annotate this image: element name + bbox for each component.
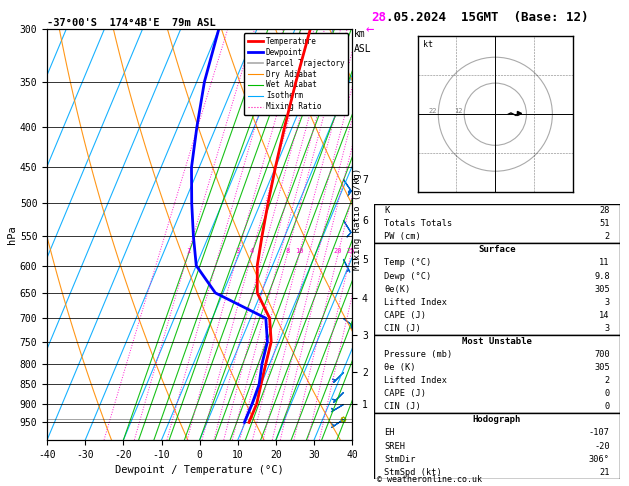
- Text: 3: 3: [236, 248, 240, 254]
- Text: Lifted Index: Lifted Index: [384, 376, 447, 385]
- Text: -20: -20: [594, 441, 610, 451]
- Text: Most Unstable: Most Unstable: [462, 337, 532, 346]
- Text: 8: 8: [285, 248, 289, 254]
- Text: 3: 3: [604, 324, 610, 333]
- X-axis label: Dewpoint / Temperature (°C): Dewpoint / Temperature (°C): [115, 465, 284, 475]
- Text: CAPE (J): CAPE (J): [384, 389, 426, 398]
- Text: 9.8: 9.8: [594, 272, 610, 280]
- Bar: [374, 413, 620, 479]
- Text: LCL: LCL: [407, 414, 423, 423]
- Text: kt: kt: [423, 40, 433, 49]
- Text: 11: 11: [599, 259, 610, 267]
- Text: Lifted Index: Lifted Index: [384, 298, 447, 307]
- Text: 0: 0: [604, 389, 610, 398]
- Text: Pressure (mb): Pressure (mb): [384, 350, 452, 359]
- Text: -107: -107: [589, 429, 610, 437]
- Text: Hodograph: Hodograph: [473, 416, 521, 424]
- Text: SREH: SREH: [384, 441, 405, 451]
- Text: 28: 28: [599, 206, 610, 215]
- Legend: Temperature, Dewpoint, Parcel Trajectory, Dry Adiabat, Wet Adiabat, Isotherm, Mi: Temperature, Dewpoint, Parcel Trajectory…: [244, 33, 348, 115]
- Text: 0: 0: [604, 402, 610, 411]
- Text: 21: 21: [599, 468, 610, 477]
- Text: EH: EH: [384, 429, 394, 437]
- Text: θe(K): θe(K): [384, 285, 410, 294]
- Text: 12: 12: [454, 108, 463, 114]
- Text: Totals Totals: Totals Totals: [384, 219, 452, 228]
- Text: CIN (J): CIN (J): [384, 402, 421, 411]
- Text: θe (K): θe (K): [384, 363, 416, 372]
- Text: StmSpd (kt): StmSpd (kt): [384, 468, 442, 477]
- Text: 305: 305: [594, 285, 610, 294]
- Text: 10: 10: [295, 248, 303, 254]
- Text: CIN (J): CIN (J): [384, 324, 421, 333]
- Text: PW (cm): PW (cm): [384, 232, 421, 242]
- Text: CAPE (J): CAPE (J): [384, 311, 426, 320]
- Text: 700: 700: [594, 350, 610, 359]
- Text: ASL: ASL: [353, 44, 371, 54]
- Text: 51: 51: [599, 219, 610, 228]
- Bar: [374, 243, 620, 335]
- Text: km: km: [353, 29, 365, 39]
- Text: 1: 1: [186, 248, 190, 254]
- Text: 306°: 306°: [589, 454, 610, 464]
- Bar: [374, 335, 620, 413]
- Text: StmDir: StmDir: [384, 454, 416, 464]
- Text: Temp (°C): Temp (°C): [384, 259, 431, 267]
- Text: 2: 2: [604, 376, 610, 385]
- Text: 25: 25: [347, 248, 355, 254]
- Text: © weatheronline.co.uk: © weatheronline.co.uk: [377, 475, 482, 484]
- Text: ←: ←: [366, 22, 374, 36]
- Text: 28: 28: [371, 11, 386, 24]
- Text: K: K: [384, 206, 389, 215]
- Text: Surface: Surface: [478, 245, 516, 254]
- Text: 22: 22: [428, 108, 437, 114]
- Text: Dewp (°C): Dewp (°C): [384, 272, 431, 280]
- Text: Mixing Ratio (g/kg): Mixing Ratio (g/kg): [353, 168, 362, 270]
- Text: 305: 305: [594, 363, 610, 372]
- Text: 3: 3: [604, 298, 610, 307]
- Text: -37°00'S  174°4B'E  79m ASL: -37°00'S 174°4B'E 79m ASL: [47, 18, 216, 28]
- Bar: [374, 204, 620, 243]
- Text: 14: 14: [599, 311, 610, 320]
- Y-axis label: hPa: hPa: [7, 225, 17, 244]
- Text: 2: 2: [604, 232, 610, 242]
- Text: 20: 20: [334, 248, 342, 254]
- Text: .05.2024  15GMT  (Base: 12): .05.2024 15GMT (Base: 12): [386, 11, 589, 24]
- Text: 4: 4: [250, 248, 254, 254]
